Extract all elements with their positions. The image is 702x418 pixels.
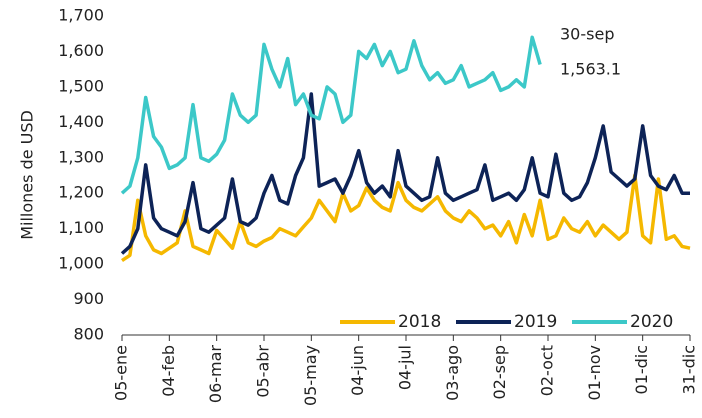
y-tick-label: 1,400 xyxy=(58,112,104,131)
y-tick-label: 1,700 xyxy=(58,6,104,25)
x-tick-label: 31-dic xyxy=(680,345,699,395)
y-tick-label: 1,100 xyxy=(58,218,104,237)
x-tick-label: 01-dic xyxy=(632,345,651,395)
y-tick-label: 900 xyxy=(73,289,104,308)
y-tick-label: 1,600 xyxy=(58,41,104,60)
annotation: 1,563.1 xyxy=(560,60,621,79)
y-tick-label: 1,000 xyxy=(58,254,104,273)
legend-label: 2019 xyxy=(514,312,557,332)
x-tick-label: 02-oct xyxy=(538,345,557,396)
line-series xyxy=(122,94,690,254)
y-tick-label: 800 xyxy=(73,325,104,344)
y-axis-label: Millones de USD xyxy=(18,110,37,240)
y-tick-label: 1,200 xyxy=(58,183,104,202)
x-tick-label: 02-sep xyxy=(490,345,509,399)
annotation: 30-sep xyxy=(560,25,614,44)
line-series xyxy=(122,37,540,193)
chart: Millones de USD 30-sep 1,563.1 800 900 1,0… xyxy=(0,0,702,418)
x-tick-label: 05-ene xyxy=(112,345,131,401)
x-tick-label: 01-nov xyxy=(585,345,604,401)
x-tick-label: 03-ago xyxy=(443,345,462,401)
x-tick-label: 04-jun xyxy=(348,345,367,396)
x-tick-label: 05-may xyxy=(301,345,320,406)
y-tick-label: 1,500 xyxy=(58,76,104,95)
x-tick-label: 04-jul xyxy=(396,345,415,390)
legend-label: 2018 xyxy=(398,312,441,332)
x-tick-label: 05-abr xyxy=(254,345,273,398)
legend-label: 2020 xyxy=(630,312,673,332)
x-tick-label: 04-feb xyxy=(159,345,178,397)
y-tick-label: 1,300 xyxy=(58,147,104,166)
x-tick-label: 06-mar xyxy=(206,345,225,404)
